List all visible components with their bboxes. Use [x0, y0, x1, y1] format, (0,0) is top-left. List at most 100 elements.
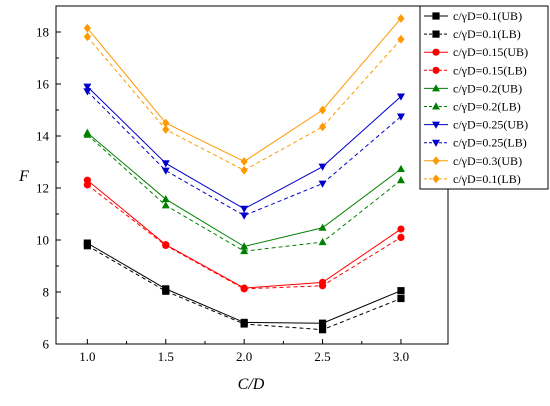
series-line [87, 184, 402, 290]
legend-marker [432, 102, 440, 110]
plot-frame [55, 5, 449, 345]
data-point [318, 163, 327, 171]
series-8 [83, 14, 405, 166]
legend-item: c/γD=0.25(UB) [424, 118, 528, 132]
data-point [396, 113, 405, 121]
legend-item: c/γD=0.25(LB) [424, 136, 527, 150]
legend-marker [432, 139, 440, 147]
legend-item: c/γD=0.15(LB) [424, 63, 527, 77]
series-line [87, 134, 402, 252]
legend-item: c/γD=0.1(LB) [424, 27, 521, 41]
data-point [397, 225, 405, 233]
legend-label: c/γD=0.25(UB) [453, 118, 528, 132]
data-point [161, 160, 170, 168]
data-point [83, 181, 91, 189]
legend-item: c/γD=0.2(UB) [424, 81, 522, 95]
x-tick-label: 2.0 [236, 349, 252, 364]
data-point [318, 105, 327, 115]
series-7 [83, 88, 405, 220]
series-layer [83, 14, 405, 334]
series-line [87, 242, 402, 324]
y-tick-label: 16 [36, 77, 50, 92]
data-point [240, 205, 249, 213]
x-tick-label: 1.0 [79, 349, 95, 364]
data-point [397, 233, 405, 241]
data-point [162, 125, 170, 134]
x-tick-label: 2.5 [314, 349, 330, 364]
legend-marker [432, 156, 440, 166]
legend-label: c/γD=0.1(LB) [453, 27, 521, 41]
data-point [397, 14, 405, 23]
series-9 [83, 32, 405, 175]
series-line [86, 36, 402, 171]
data-point [318, 282, 327, 290]
series-5 [83, 130, 405, 255]
data-point [318, 180, 327, 188]
data-point [318, 326, 327, 334]
data-point [397, 294, 405, 303]
legend-item: c/γD=0.3(UB) [424, 154, 522, 168]
data-point [396, 176, 405, 184]
legend-marker [432, 121, 440, 129]
data-point [240, 165, 248, 175]
legend-marker [432, 174, 440, 184]
series-line [87, 86, 402, 210]
y-tick-label: 8 [43, 285, 50, 300]
data-point [83, 130, 92, 138]
data-point [318, 122, 327, 132]
data-point [396, 93, 405, 101]
legend-label: c/γD=0.1(UB) [453, 9, 522, 23]
data-point [240, 246, 249, 255]
x-axis-title: C/D [238, 376, 265, 393]
series-line [86, 18, 402, 163]
data-point [161, 194, 170, 203]
legend-box [419, 5, 549, 190]
y-tick-label: 10 [36, 233, 49, 248]
data-point [161, 167, 170, 175]
data-point [161, 201, 170, 209]
legend-label: c/γD=0.2(LB) [453, 100, 521, 114]
y-tick-label: 6 [43, 337, 50, 352]
legend-marker [432, 66, 440, 74]
y-tick-label: 14 [36, 129, 50, 144]
data-point [83, 32, 91, 42]
legend-marker [432, 12, 440, 20]
series-4 [83, 128, 405, 250]
data-point [240, 157, 248, 166]
data-point [318, 237, 327, 246]
legend-label: c/γD=0.3(UB) [453, 154, 522, 168]
data-point [162, 241, 170, 250]
data-point [162, 287, 170, 295]
data-point [240, 285, 248, 293]
legend-label: c/γD=0.15(UB) [453, 45, 528, 59]
data-point [318, 319, 327, 327]
y-tick-label: 12 [36, 181, 49, 196]
series-1 [83, 242, 405, 334]
data-point [162, 118, 170, 128]
y-tick-label: 18 [36, 25, 49, 40]
data-point [83, 23, 91, 33]
series-line [87, 90, 402, 217]
legend-label: c/γD=0.2(UB) [453, 81, 522, 95]
legend: c/γD=0.1(UB) c/γD=0.1(LB) c/γD=0.15(UB) c/γ… [419, 5, 549, 190]
legend-item: c/γD=0.1(UB) [424, 9, 522, 23]
data-point [83, 88, 92, 96]
x-tick-label: 1.5 [158, 349, 174, 364]
legend-item: c/γD=0.1(LB) [424, 172, 521, 186]
series-line [87, 132, 402, 248]
axes: 1.0 1.5 2.0 2.5 3.0 6 8 10 12 14 16 18 [36, 5, 449, 364]
data-point [318, 223, 327, 231]
legend-label: c/γD=0.1(LB) [453, 172, 521, 186]
legend-marker [432, 30, 440, 38]
legend-item: c/γD=0.2(LB) [424, 100, 521, 114]
data-point [397, 287, 405, 295]
data-point [83, 83, 92, 91]
data-point [240, 242, 249, 250]
y-axis-title: F [18, 168, 29, 185]
data-point [397, 34, 405, 44]
legend-marker [432, 84, 440, 92]
legend-label: c/γD=0.15(LB) [453, 63, 527, 77]
legend-label: c/γD=0.25(LB) [453, 136, 527, 150]
